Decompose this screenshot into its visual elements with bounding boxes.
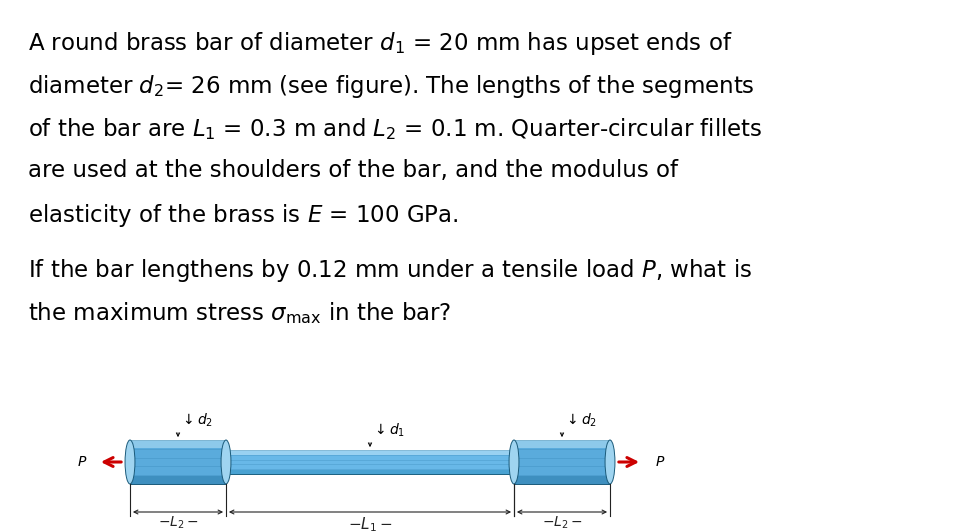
Text: $-L_1-$: $-L_1-$ — [347, 515, 392, 531]
Text: $\downarrow d_1$: $\downarrow d_1$ — [372, 422, 405, 439]
Ellipse shape — [605, 440, 615, 484]
Bar — [130, 476, 226, 484]
Text: $-L_2-$: $-L_2-$ — [542, 515, 583, 531]
Text: P: P — [656, 455, 664, 469]
Ellipse shape — [511, 450, 517, 474]
Bar — [514, 440, 610, 484]
Text: P: P — [78, 455, 86, 469]
Bar — [226, 470, 514, 474]
Text: $\downarrow d_2$: $\downarrow d_2$ — [180, 412, 213, 429]
Bar — [226, 450, 514, 474]
Text: diameter $d_2$= 26 mm (see figure). The lengths of the segments: diameter $d_2$= 26 mm (see figure). The … — [28, 73, 755, 100]
Text: A round brass bar of diameter $d_1$ = 20 mm has upset ends of: A round brass bar of diameter $d_1$ = 20… — [28, 30, 733, 57]
Bar — [130, 440, 226, 484]
Ellipse shape — [509, 440, 519, 484]
Bar — [130, 440, 226, 448]
Text: of the bar are $L_1$ = 0.3 m and $L_2$ = 0.1 m. Quarter-circular fillets: of the bar are $L_1$ = 0.3 m and $L_2$ =… — [28, 116, 763, 142]
Text: elasticity of the brass is $E$ = 100 GPa.: elasticity of the brass is $E$ = 100 GPa… — [28, 202, 458, 229]
Text: $\downarrow d_2$: $\downarrow d_2$ — [564, 412, 597, 429]
Text: the maximum stress $\sigma_\mathrm{max}$ in the bar?: the maximum stress $\sigma_\mathrm{max}$… — [28, 300, 452, 326]
Text: $-L_2-$: $-L_2-$ — [158, 515, 198, 531]
Text: are used at the shoulders of the bar, and the modulus of: are used at the shoulders of the bar, an… — [28, 159, 678, 182]
Ellipse shape — [223, 450, 229, 474]
Bar — [226, 450, 514, 455]
Text: If the bar lengthens by 0.12 mm under a tensile load $P$, what is: If the bar lengthens by 0.12 mm under a … — [28, 257, 752, 284]
Bar — [514, 476, 610, 484]
Ellipse shape — [221, 440, 231, 484]
Ellipse shape — [125, 440, 135, 484]
Bar — [514, 440, 610, 448]
